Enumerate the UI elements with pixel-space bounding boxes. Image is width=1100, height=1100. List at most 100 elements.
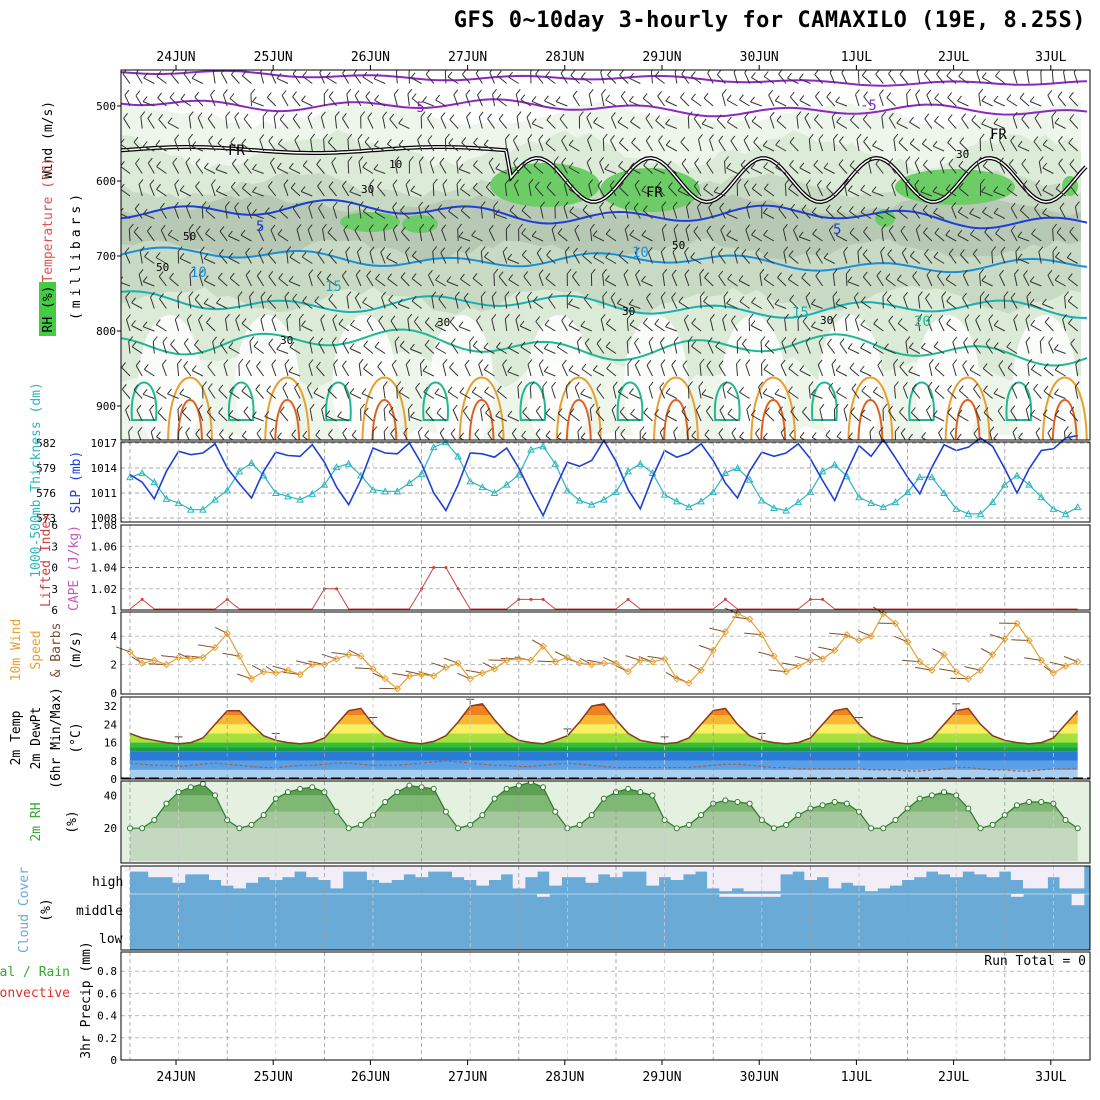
upper-barb — [790, 208, 799, 219]
upper-barb — [121, 143, 131, 152]
upper-barb-flag — [183, 360, 189, 367]
upper-barb — [507, 371, 519, 377]
upper-barb — [802, 411, 811, 422]
upper-barb-flag — [623, 269, 629, 276]
upper-barb — [374, 211, 386, 219]
upper-barb-flag — [417, 426, 423, 433]
cloud-high-cell — [136, 866, 149, 872]
rh-point — [916, 795, 923, 802]
upper-barb — [962, 365, 969, 377]
upper-barb — [405, 251, 410, 264]
upper-barb — [620, 95, 629, 107]
upper-barb — [333, 364, 338, 377]
upper-barb-flag — [833, 133, 838, 140]
upper-barb-flag — [860, 206, 866, 213]
upper-barb — [383, 408, 386, 422]
upper-barb — [267, 253, 277, 264]
upper-barb-flag — [301, 251, 307, 258]
upper-barb-flag — [358, 201, 364, 207]
upper-barb — [957, 100, 969, 107]
upper-barb — [557, 413, 568, 422]
upper-barb-flag — [308, 269, 314, 275]
upper-barb — [927, 387, 933, 399]
upper-barb-flag — [629, 388, 634, 394]
upper-barb — [626, 318, 629, 332]
upper-barb-flag — [1067, 431, 1072, 438]
upper-barb — [1035, 432, 1041, 440]
t-contour-minus5 — [121, 98, 1088, 118]
upper-barb — [789, 299, 799, 309]
upper-barb — [906, 93, 909, 107]
upper-barb-flag — [923, 159, 928, 166]
upper-barb-flag — [763, 364, 769, 370]
upper-barb-flag — [323, 133, 328, 140]
upper-barb-flag — [924, 248, 929, 255]
upper-barb-flag — [960, 249, 965, 255]
upper-barb-flag — [886, 92, 892, 99]
upper-barb-flag — [581, 363, 587, 370]
upper-barb-flag — [480, 403, 485, 410]
upper-barb-flag — [240, 229, 246, 236]
upper-barb — [826, 186, 836, 197]
upper-barb — [195, 433, 201, 440]
upper-barb — [457, 251, 459, 264]
upper-barb — [411, 255, 422, 264]
upper-barb-flag — [970, 229, 975, 235]
cloud-high-cell — [573, 866, 587, 878]
rh-high-patch-0 — [490, 163, 600, 207]
upper-barb — [356, 251, 362, 264]
upper-barb — [183, 343, 192, 354]
upper-barb-flag — [507, 410, 513, 417]
rh-point — [625, 785, 632, 792]
upper-barb — [1069, 411, 1079, 422]
wind-speed-point — [284, 666, 292, 674]
upper-barb-flag — [721, 89, 727, 95]
upper-barb — [315, 434, 322, 440]
upper-barb-flag — [947, 384, 952, 391]
upper-barb-flag — [758, 381, 763, 388]
upper-barb-flag — [278, 273, 284, 279]
upper-barb-flag — [452, 404, 458, 411]
upper-barb — [458, 236, 471, 242]
upper-barb-flag — [1063, 70, 1066, 73]
upper-barb — [1040, 71, 1042, 84]
upper-barb — [194, 96, 204, 107]
upper-barb-flag — [665, 139, 671, 146]
upper-barb-flag — [535, 405, 541, 412]
upper-barb — [1011, 387, 1018, 399]
upper-barb-flag — [1006, 94, 1012, 100]
cloud-high-cell — [524, 866, 538, 878]
upper-barb — [620, 433, 627, 440]
upper-barb-flag — [1010, 405, 1016, 412]
upper-barb-flag — [995, 70, 1000, 77]
date-top-6: 30JUN — [740, 50, 779, 65]
upper-barb — [605, 99, 617, 107]
upper-barb — [363, 345, 374, 354]
upper-barb-flag — [302, 296, 307, 302]
upper-barb — [158, 119, 167, 129]
upper-barb-flag — [286, 246, 292, 252]
upper-barb — [924, 73, 933, 84]
upper-barb-flag — [934, 362, 940, 369]
upper-barb — [349, 191, 362, 197]
upper-barb — [278, 143, 289, 152]
upper-barb — [133, 231, 143, 242]
upper-barb — [484, 256, 495, 264]
upper-barb — [815, 275, 824, 287]
upper-barb — [634, 364, 641, 377]
upper-barb — [766, 321, 775, 332]
upper-barb — [231, 163, 240, 174]
upper-barb — [198, 319, 204, 332]
upper-barb — [948, 253, 957, 264]
wind-speed-point — [162, 660, 171, 669]
upper-barb-flag — [999, 269, 1004, 276]
upper-barb-flag — [507, 342, 513, 349]
upper-barb-flag — [382, 111, 388, 118]
upper-barb — [801, 209, 811, 219]
upper-barb — [121, 188, 131, 197]
wind-speed-point — [405, 672, 414, 680]
rh-point — [284, 789, 291, 796]
upper-barb-flag — [447, 386, 453, 393]
upper-barb — [147, 162, 155, 174]
